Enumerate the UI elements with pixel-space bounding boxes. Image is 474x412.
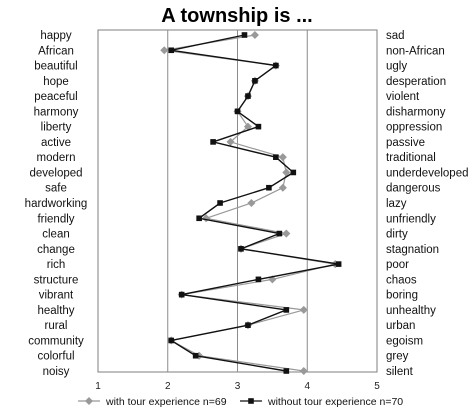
left-label-clean: clean bbox=[42, 229, 70, 241]
right-label-unhealthy: unhealthy bbox=[386, 305, 436, 317]
right-label-grey: grey bbox=[386, 351, 409, 363]
data-point-2-active bbox=[210, 139, 216, 145]
data-point-1-clean bbox=[282, 229, 291, 238]
left-label-rich: rich bbox=[47, 259, 66, 271]
right-label-chaos: chaos bbox=[386, 274, 417, 286]
data-point-1-African bbox=[160, 46, 169, 55]
data-point-2-clean bbox=[276, 230, 283, 237]
data-point-2-safe bbox=[266, 184, 272, 191]
left-label-rural: rural bbox=[44, 320, 67, 332]
left-label-harmony: harmony bbox=[34, 106, 79, 118]
right-label-stagnation: stagnation bbox=[386, 244, 439, 256]
left-label-hope: hope bbox=[43, 76, 69, 88]
data-point-2-happy bbox=[241, 32, 248, 38]
left-label-structure: structure bbox=[34, 274, 79, 286]
right-label-silent: silent bbox=[386, 366, 414, 378]
x-tick-label-5: 5 bbox=[374, 381, 380, 392]
data-point-2-rich bbox=[335, 261, 342, 267]
chart-title: A township is ... bbox=[161, 5, 312, 27]
left-label-peaceful: peaceful bbox=[34, 91, 77, 103]
left-label-modern: modern bbox=[37, 152, 76, 164]
right-label-passive: passive bbox=[386, 137, 425, 149]
x-tick-label-4: 4 bbox=[304, 381, 310, 392]
right-label-violent: violent bbox=[386, 91, 420, 103]
data-point-1-hardworking bbox=[247, 198, 256, 208]
x-tick-label-1: 1 bbox=[95, 381, 101, 392]
right-label-non-African: non-African bbox=[386, 45, 445, 57]
left-label-hardworking: hardworking bbox=[25, 198, 88, 210]
legend: with tour experience n=69 without tour ex… bbox=[78, 396, 403, 408]
left-label-developed: developed bbox=[29, 167, 82, 179]
right-label-underdeveloped: underdeveloped bbox=[386, 167, 469, 179]
legend-label-2: without tour experience n=70 bbox=[267, 396, 403, 408]
left-label-healthy: healthy bbox=[37, 305, 74, 317]
left-label-colorful: colorful bbox=[37, 351, 74, 363]
data-point-2-colorful bbox=[192, 352, 199, 359]
legend-marker-2 bbox=[248, 398, 254, 404]
right-label-oppression: oppression bbox=[386, 122, 442, 134]
right-pole-labels: sad non-African ugly desperation violent dish… bbox=[386, 30, 469, 378]
data-point-2-vibrant bbox=[178, 291, 185, 298]
left-label-active: active bbox=[41, 137, 71, 149]
data-point-2-harmony bbox=[234, 108, 241, 115]
right-label-dirty: dirty bbox=[386, 229, 408, 241]
data-point-2-hope bbox=[252, 78, 258, 84]
grid bbox=[167, 30, 308, 372]
data-point-1-modern bbox=[278, 153, 287, 162]
data-point-2-structure bbox=[255, 276, 262, 283]
data-point-2-beautiful bbox=[273, 62, 279, 69]
right-label-urban: urban bbox=[386, 320, 415, 332]
x-tick-label-3: 3 bbox=[235, 381, 241, 392]
left-pole-labels: happy African beautiful hope peaceful harmony… bbox=[25, 30, 88, 378]
x-tick-label-2: 2 bbox=[165, 381, 171, 392]
left-label-African: African bbox=[38, 45, 74, 57]
right-label-unfriendly: unfriendly bbox=[386, 213, 436, 225]
data-point-1-healthy bbox=[299, 305, 308, 314]
data-point-2-community bbox=[168, 337, 175, 344]
right-label-ugly: ugly bbox=[386, 61, 407, 73]
left-label-vibrant: vibrant bbox=[39, 290, 74, 302]
right-label-traditional: traditional bbox=[386, 152, 436, 164]
data-point-2-friendly bbox=[196, 215, 202, 222]
series-2 bbox=[168, 32, 342, 374]
left-label-friendly: friendly bbox=[37, 213, 74, 225]
data-point-2-peaceful bbox=[245, 93, 251, 99]
left-label-beautiful: beautiful bbox=[34, 61, 77, 73]
data-point-1-noisy bbox=[299, 366, 308, 376]
legend-marker-1 bbox=[84, 396, 94, 406]
right-label-disharmony: disharmony bbox=[386, 106, 446, 118]
left-label-noisy: noisy bbox=[43, 366, 70, 378]
right-label-dangerous: dangerous bbox=[386, 183, 441, 195]
data-point-2-healthy bbox=[283, 307, 290, 313]
right-label-desperation: desperation bbox=[386, 76, 446, 88]
right-label-sad: sad bbox=[386, 30, 405, 42]
left-label-liberty: liberty bbox=[41, 122, 72, 134]
left-label-safe: safe bbox=[45, 183, 67, 195]
right-label-egoism: egoism bbox=[386, 335, 423, 347]
left-label-community: community bbox=[28, 335, 84, 347]
data-point-1-safe bbox=[278, 183, 287, 192]
data-point-2-liberty bbox=[255, 123, 262, 130]
data-point-2-change bbox=[238, 246, 244, 252]
data-point-2-developed bbox=[290, 169, 297, 176]
left-label-change: change bbox=[37, 244, 75, 256]
right-label-lazy: lazy bbox=[386, 198, 407, 210]
x-axis-tick-labels: 1 2 3 4 5 bbox=[95, 381, 380, 392]
data-point-2-noisy bbox=[283, 368, 290, 374]
data-point-2-African bbox=[168, 47, 175, 54]
data-point-2-rural bbox=[245, 322, 251, 328]
left-label-happy: happy bbox=[40, 30, 72, 42]
right-label-poor: poor bbox=[386, 259, 409, 271]
data-point-2-modern bbox=[273, 154, 279, 160]
data-point-2-hardworking bbox=[217, 200, 223, 206]
right-label-boring: boring bbox=[386, 290, 418, 302]
data-point-1-happy bbox=[250, 30, 259, 40]
series bbox=[160, 30, 342, 376]
legend-label-1: with tour experience n=69 bbox=[105, 396, 227, 408]
